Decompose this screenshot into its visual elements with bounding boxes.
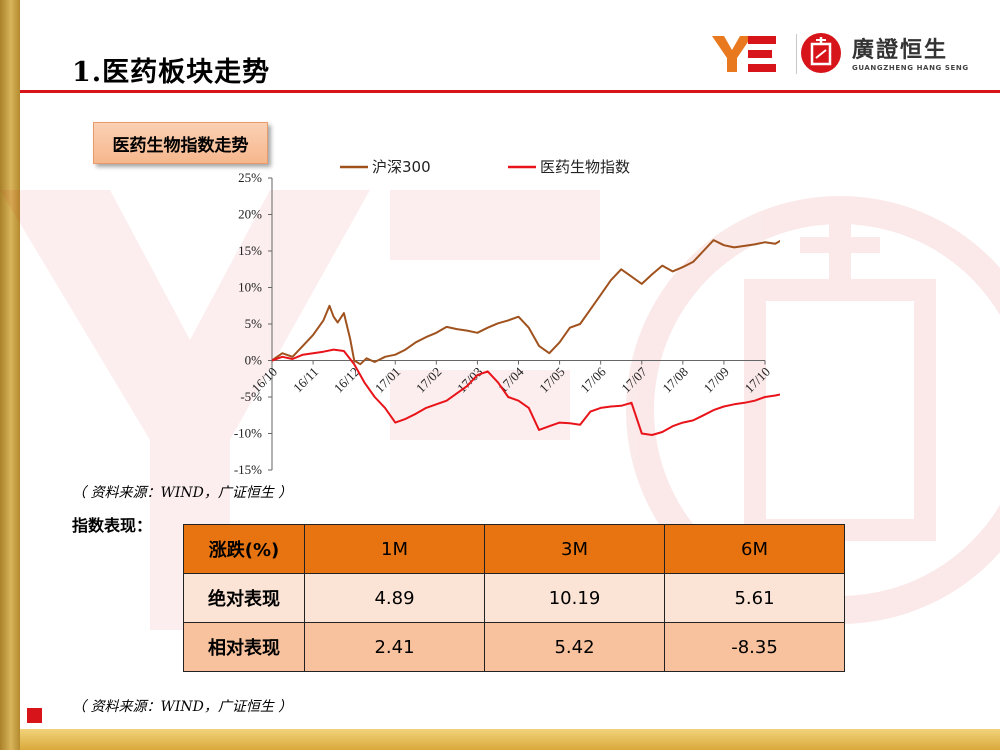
table-row-label: 相对表现 — [183, 622, 305, 672]
x-tick-label: 17/02 — [413, 364, 445, 396]
x-tick-label: 17/09 — [700, 364, 732, 396]
x-tick-label: 17/10 — [742, 364, 774, 396]
logo-company-subtitle: GUANGZHENG HANG SENG — [852, 64, 969, 72]
legend-label: 医药生物指数 — [540, 158, 630, 176]
y-tick-label: 15% — [238, 243, 262, 258]
table-header-cell: 涨跌(%) — [183, 524, 305, 574]
table-header-cell: 6M — [664, 524, 845, 574]
y-tick-label: 20% — [238, 207, 262, 222]
ye-logo-text: YE — [744, 55, 746, 57]
seal-logo-icon — [801, 33, 841, 73]
bottom-gold-bar — [20, 729, 1000, 750]
y-tick-label: -5% — [240, 389, 262, 404]
table-cell: 10.19 — [484, 573, 665, 623]
x-tick-label: 17/06 — [577, 364, 609, 396]
left-gold-bar — [0, 0, 20, 750]
y-tick-label: 25% — [238, 170, 262, 185]
table-cell: 5.61 — [664, 573, 845, 623]
table-source-note: （ 资料来源：WIND，广证恒生 ） — [72, 699, 293, 715]
x-tick-label: 16/11 — [290, 364, 321, 395]
ye-logo-icon: YE — [712, 36, 776, 72]
table-cell: 5.42 — [484, 622, 665, 672]
logo-company-name: 廣證恒生 — [852, 38, 949, 63]
table-row: 相对表现 2.41 5.42 -8.35 — [183, 622, 845, 672]
x-tick-label: 17/04 — [495, 364, 527, 396]
table-row: 绝对表现 4.89 10.19 5.61 — [183, 573, 845, 623]
company-logo: YE 廣證恒生 GUANGZHENG HANG SENG — [712, 30, 968, 80]
logo-divider — [796, 34, 797, 74]
index-trend-chart: 25%20%15%10%5%0%-5%-10%-15%16/10 16/11 16/… — [234, 158, 780, 477]
series-line-1 — [271, 239, 780, 366]
x-tick-label: 17/05 — [536, 364, 568, 396]
table-header-cell: 1M — [304, 524, 485, 574]
x-tick-label: 16/10 — [249, 364, 281, 396]
x-tick-label: 17/07 — [618, 364, 650, 396]
y-tick-label: 0% — [245, 353, 263, 368]
x-tick-label: 17/08 — [659, 364, 691, 396]
y-tick-label: 5% — [245, 316, 263, 331]
table-cell: -8.35 — [664, 622, 845, 672]
chart-title-badge: 医药生物指数走势 — [93, 122, 268, 164]
table-row-label: 绝对表现 — [183, 573, 305, 623]
table-cell: 4.89 — [304, 573, 485, 623]
performance-label: 指数表现： — [72, 516, 153, 535]
legend-label: 沪深300 — [372, 158, 431, 176]
y-tick-label: -10% — [234, 426, 262, 441]
y-tick-label: 10% — [238, 280, 262, 295]
chart-source-note: （ 资料来源：WIND，广证恒生 ） — [72, 485, 293, 501]
series-line-2 — [271, 348, 780, 436]
x-tick-label: 17/01 — [372, 364, 404, 396]
title-underline — [20, 90, 1000, 93]
page-title: 1.医药板块走势 — [72, 57, 271, 88]
performance-table: 涨跌(%) 1M 3M 6M 绝对表现 4.89 10.19 5.61 相对表现… — [183, 524, 845, 672]
red-marker-square — [27, 708, 42, 723]
table-cell: 2.41 — [304, 622, 485, 672]
table-header-row: 涨跌(%) 1M 3M 6M — [183, 524, 845, 574]
y-tick-label: -15% — [234, 462, 262, 477]
table-header-cell: 3M — [484, 524, 665, 574]
